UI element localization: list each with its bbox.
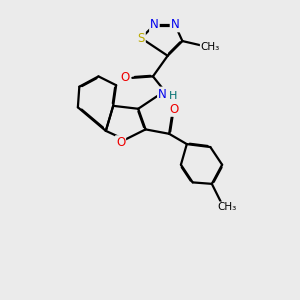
Text: H: H: [169, 91, 177, 100]
Text: CH₃: CH₃: [201, 42, 220, 52]
Text: O: O: [120, 71, 130, 84]
Text: O: O: [116, 136, 125, 149]
Text: N: N: [171, 18, 179, 32]
Text: N: N: [158, 88, 167, 100]
Text: CH₃: CH₃: [217, 202, 236, 212]
Text: O: O: [169, 103, 179, 116]
Text: N: N: [150, 18, 159, 32]
Text: S: S: [137, 32, 145, 45]
